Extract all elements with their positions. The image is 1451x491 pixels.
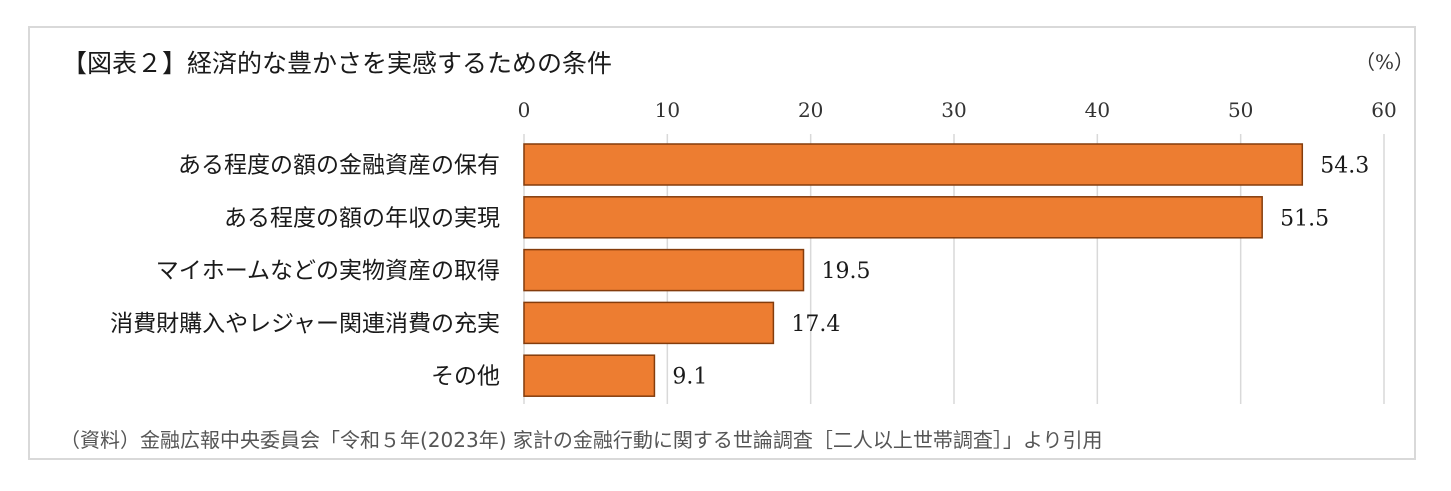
chart-title: 【図表２】経済的な豊かさを実感するための条件	[62, 49, 613, 78]
bar	[523, 143, 1304, 186]
bar	[523, 301, 775, 345]
x-tick-label: 60	[1371, 98, 1396, 122]
x-tick-label: 50	[1228, 98, 1253, 122]
data-label: 51.5	[1280, 206, 1329, 231]
bar	[523, 354, 656, 397]
bar	[523, 196, 1263, 239]
bar	[523, 248, 805, 292]
source-note: （資料）金融広報中央委員会「令和５年(2023年) 家計の金融行動に関する世論調…	[60, 428, 1103, 452]
x-tick-label: 0	[518, 98, 531, 122]
data-label: 19.5	[822, 259, 871, 284]
x-tick-label: 10	[655, 98, 680, 122]
category-label: 消費財購入やレジャー関連消費の充実	[110, 311, 500, 337]
x-tick-label: 20	[798, 98, 823, 122]
unit-label: （%）	[1355, 50, 1415, 74]
data-label: 17.4	[791, 312, 840, 337]
data-label: 54.3	[1320, 154, 1369, 179]
x-tick-label: 40	[1085, 98, 1110, 122]
category-label: ある程度の額の金融資産の保有	[178, 153, 500, 179]
category-label: マイホームなどの実物資産の取得	[156, 258, 500, 284]
chart-frame	[28, 26, 1416, 460]
category-label: その他	[431, 364, 500, 390]
category-label: ある程度の額の年収の実現	[224, 205, 500, 231]
data-label: 9.1	[672, 365, 707, 390]
x-tick-label: 30	[941, 98, 966, 122]
